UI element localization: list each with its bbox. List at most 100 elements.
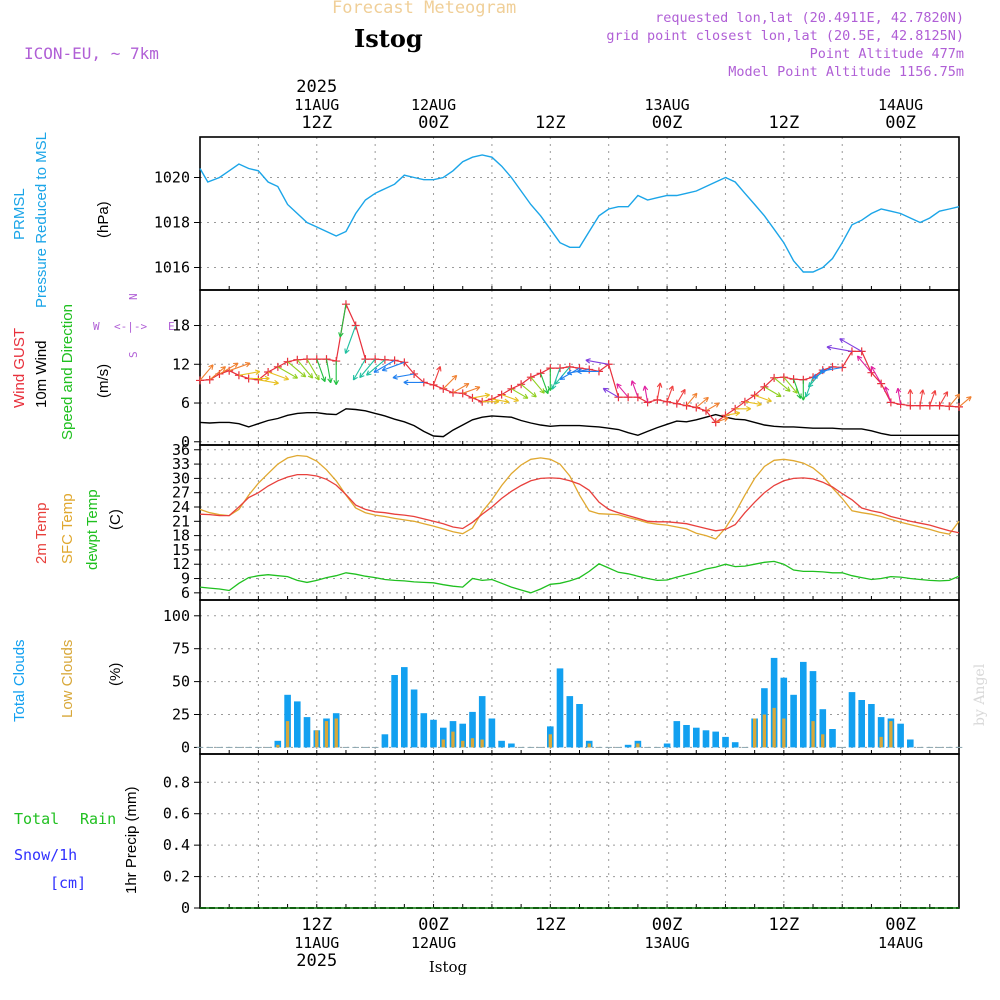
- total-cloud-bar: [566, 696, 574, 748]
- wind-direction-arrow: [392, 373, 415, 380]
- top-hour-label: 00Z: [418, 113, 449, 133]
- top-date-label: 12AUG: [411, 96, 456, 114]
- precip-ytick-label: 0.8: [163, 773, 190, 791]
- precip-ytick-label: 0.4: [163, 836, 190, 854]
- top-date-label: 13AUG: [644, 96, 689, 114]
- wind-direction-arrow: [895, 387, 902, 405]
- temp-label-2m: 2m Temp: [33, 503, 50, 564]
- total-cloud-bar: [478, 696, 486, 748]
- wind-direction-arrow: [381, 361, 405, 372]
- wind-gust-marker: [497, 390, 506, 399]
- total-cloud-bar: [780, 677, 788, 748]
- wind-direction-arrow: [642, 385, 649, 403]
- low-cloud-bar: [480, 739, 484, 748]
- compass-east: E: [168, 320, 175, 333]
- wind-direction-arrow: [267, 371, 290, 381]
- temp-ytick-label: 36: [172, 441, 190, 459]
- temp-ytick-label: 9: [181, 570, 190, 588]
- clouds-label-low: Low Clouds: [59, 640, 76, 718]
- clouds-ytick-label: 75: [172, 640, 190, 658]
- wind-direction-arrow: [520, 383, 537, 398]
- temp-ytick-label: 21: [172, 512, 190, 530]
- wind-direction-arrow: [325, 359, 333, 384]
- temp-ytick-label: 27: [172, 484, 190, 502]
- wind-direction-arrow: [551, 367, 561, 390]
- top-hour-label: 00Z: [652, 113, 683, 133]
- total-cloud-bar: [274, 740, 282, 748]
- pressure-unit: (hPa): [95, 201, 112, 238]
- temp-label-dewpt: dewpt Temp: [84, 489, 101, 570]
- wind-direction-arrow: [819, 366, 843, 374]
- total-cloud-bar: [702, 730, 710, 748]
- wind-direction-arrow: [258, 379, 279, 386]
- gridpoint-coords: grid point closest lon,lat (20.5E, 42.81…: [606, 28, 964, 44]
- low-cloud-bar: [762, 714, 766, 748]
- wind-direction-arrow: [199, 364, 214, 381]
- temp-ytick-label: 15: [172, 541, 190, 559]
- chart-title: Forecast Meteogram: [332, 0, 517, 18]
- wind-unit: (m/s): [95, 364, 112, 398]
- wind-direction-arrow: [929, 389, 937, 406]
- wind-direction-arrow: [338, 304, 347, 338]
- wind-direction-arrow: [316, 358, 327, 383]
- temp-ytick-label: 24: [172, 498, 190, 516]
- top-hour-label: 00Z: [885, 113, 916, 133]
- total-cloud-bar: [809, 671, 817, 748]
- wind-direction-arrow: [826, 344, 853, 352]
- clouds-unit: (%): [107, 663, 124, 686]
- total-cloud-bar: [294, 701, 301, 748]
- precip-label-rain: Rain: [80, 810, 116, 828]
- dewpt-temp-line: [199, 560, 960, 594]
- wind-direction-arrow: [344, 325, 357, 354]
- wind-ytick-label: 18: [172, 317, 190, 335]
- total-cloud-bar: [722, 736, 729, 748]
- total-cloud-bar: [381, 734, 389, 748]
- compass-west: W: [93, 320, 100, 333]
- pressure-ytick-label: 1016: [154, 259, 190, 277]
- total-cloud-bar: [829, 729, 836, 748]
- low-cloud-bar: [821, 734, 825, 748]
- wind-ytick-label: 6: [181, 394, 190, 412]
- low-cloud-bar: [315, 730, 319, 748]
- total-cloud-bar: [391, 675, 398, 748]
- low-cloud-bar: [811, 721, 815, 748]
- clouds-ytick-label: 25: [172, 706, 190, 724]
- wind-direction-arrow: [800, 379, 807, 401]
- temp-ytick-label: 6: [181, 584, 190, 602]
- wind-speed-line: [199, 408, 959, 438]
- low-cloud-bar: [470, 738, 475, 748]
- wind-gust-marker: [429, 380, 438, 389]
- temp-ytick-label: 18: [172, 527, 190, 545]
- wind-direction-arrow: [744, 401, 762, 407]
- total-cloud-bar: [731, 742, 739, 748]
- wind-gust-marker: [507, 384, 516, 393]
- model-label: ICON-EU, ~ 7km: [24, 44, 159, 63]
- wind-label-10m: 10m Wind: [33, 340, 50, 408]
- precip-label-total: Total: [14, 810, 59, 828]
- wind-gust-marker: [877, 379, 886, 388]
- pressure-label-desc: Pressure Reduced to MSL: [33, 132, 50, 308]
- compass-arrow: <-|->: [114, 320, 147, 333]
- total-cloud-bar: [800, 661, 807, 748]
- wind-direction-arrow: [715, 416, 729, 423]
- wind-direction-arrow: [839, 338, 862, 352]
- point-altitude: Point Altitude 477m: [809, 46, 964, 62]
- wind-label-gust: Wind GUST: [11, 328, 28, 408]
- wind-ytick-label: 12: [172, 355, 190, 373]
- low-cloud-bar: [285, 721, 290, 748]
- wind-direction-arrow: [452, 382, 470, 394]
- low-cloud-bar: [451, 731, 455, 748]
- compass-north: N: [127, 293, 140, 300]
- total-cloud-bar: [420, 713, 428, 748]
- wind-direction-arrow: [958, 396, 972, 408]
- wind-direction-arrow: [333, 361, 339, 386]
- wind-direction-arrow: [352, 358, 366, 381]
- low-cloud-bar: [587, 743, 591, 748]
- low-cloud-bar: [276, 744, 280, 748]
- total-cloud-bar: [819, 709, 827, 748]
- wind-gust-marker: [760, 382, 769, 391]
- wind-direction-arrow: [773, 377, 791, 392]
- total-cloud-bar: [770, 657, 778, 748]
- wind-direction-arrow: [501, 394, 520, 402]
- wind-direction-arrow: [306, 358, 320, 381]
